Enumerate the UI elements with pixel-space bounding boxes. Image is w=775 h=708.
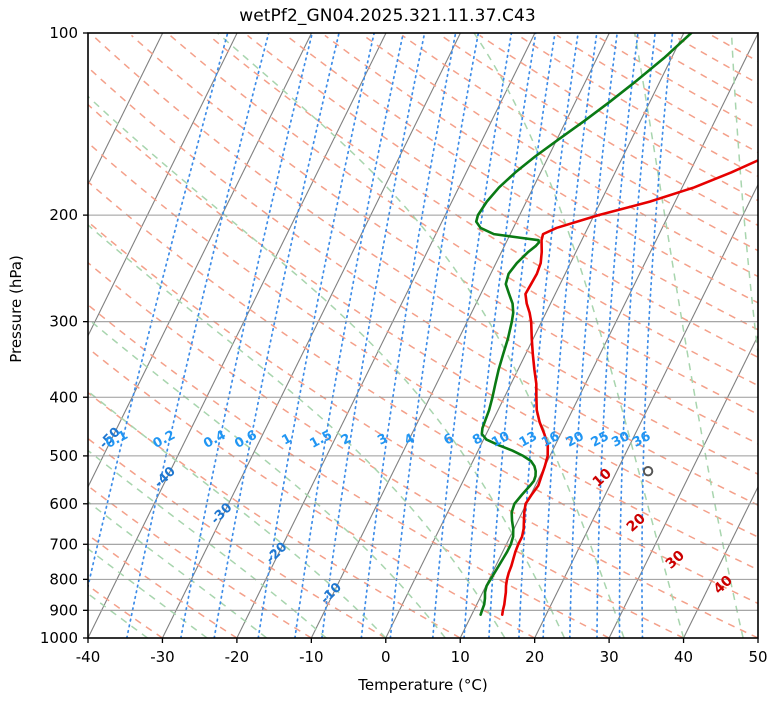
- y-tick-label: 700: [49, 535, 78, 553]
- x-tick-label: -40: [76, 648, 101, 666]
- mixing-ratio-label-13: 13: [517, 429, 540, 451]
- x-tick-label: 40: [674, 648, 693, 666]
- mixing-ratio-label-30: 30: [609, 429, 632, 451]
- y-tick-label: 100: [49, 24, 78, 42]
- y-axis-label: Pressure (hPa): [7, 255, 25, 363]
- x-tick-label: -30: [150, 648, 175, 666]
- dry-adiabat-lines-group: [88, 34, 758, 638]
- y-tick-label: 200: [49, 206, 78, 224]
- markers-group: [642, 465, 654, 477]
- plot-border: [87, 32, 759, 639]
- profile-dewpoint: [474, 33, 693, 616]
- x-tick-label: 20: [525, 648, 544, 666]
- y-tick-label: 500: [49, 447, 78, 465]
- mixing-ratio-label-16: 16: [539, 429, 562, 451]
- plot-background: [88, 33, 758, 638]
- y-tick-label: 1000: [40, 629, 78, 647]
- y-tick-label: 800: [49, 570, 78, 588]
- sounding-profiles-group: [474, 33, 758, 616]
- mixing-ratio-label-25: 25: [589, 429, 612, 451]
- x-axis-label: Temperature (°C): [358, 676, 488, 694]
- x-tick-label: -20: [225, 648, 250, 666]
- x-tick-label: 10: [451, 648, 470, 666]
- mixing-ratio-label-36: 36: [630, 429, 653, 451]
- x-tick-label: 50: [748, 648, 767, 666]
- axis-ticks-group: -40 -30 -20 -10 0 10 20 30 40 50 100 200 300 400 500 60…: [40, 24, 768, 666]
- lcl-marker: [642, 465, 654, 477]
- mixing-ratio-lines-group: [88, 33, 674, 638]
- x-tick-label: -10: [299, 648, 324, 666]
- x-tick-label: 30: [600, 648, 619, 666]
- profile-temperature: [500, 158, 758, 616]
- page-title: wetPf2_GN04.2025.321.11.37.C43: [239, 6, 536, 26]
- mixing-ratio-label-10: 10: [489, 429, 512, 451]
- y-tick-label: 600: [49, 495, 78, 513]
- y-tick-label: 400: [49, 388, 78, 406]
- y-tick-label: 900: [49, 601, 78, 619]
- mixing-ratio-label-20: 20: [564, 429, 587, 451]
- y-tick-label: 300: [49, 313, 78, 331]
- moist-adiabat-lines-group: [88, 33, 758, 638]
- x-tick-label: 0: [381, 648, 391, 666]
